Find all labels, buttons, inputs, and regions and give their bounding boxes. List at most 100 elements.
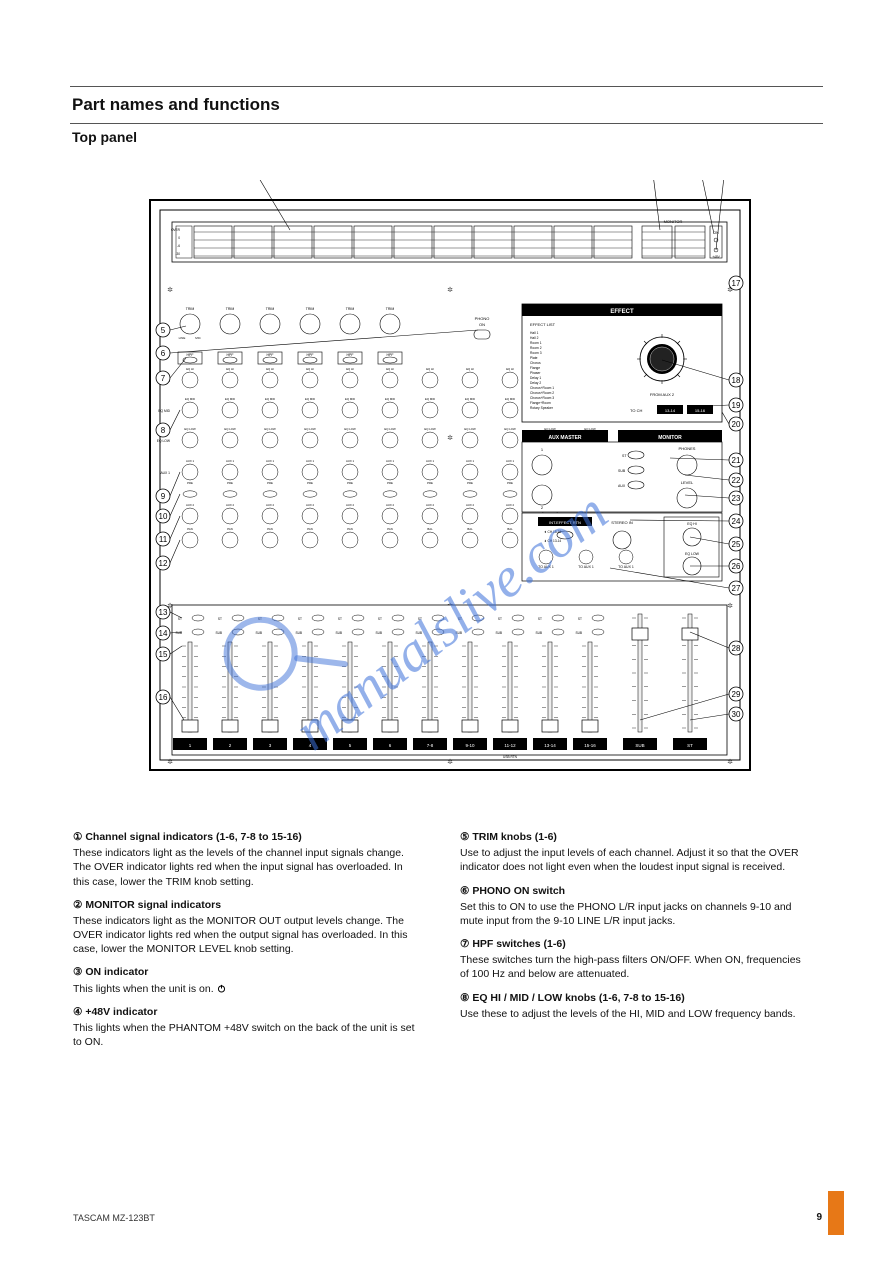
- svg-text:ST: ST: [687, 743, 693, 748]
- left-column: ① Channel signal indicators (1-6, 7-8 to…: [73, 830, 421, 1058]
- svg-text:HPF: HPF: [347, 353, 354, 357]
- svg-text:+48V: +48V: [712, 255, 720, 259]
- svg-text:PRE: PRE: [267, 481, 273, 485]
- svg-text:HPF: HPF: [387, 353, 394, 357]
- svg-text:ST: ST: [578, 617, 582, 621]
- svg-text:EQ MID: EQ MID: [158, 409, 170, 413]
- svg-text:AUX 1: AUX 1: [506, 459, 515, 463]
- svg-text:SUB: SUB: [535, 631, 542, 635]
- svg-text:AUX 1: AUX 1: [186, 459, 195, 463]
- svg-text:-30: -30: [175, 252, 180, 256]
- svg-text:PRE: PRE: [347, 481, 353, 485]
- svg-text:AUX 1: AUX 1: [466, 459, 475, 463]
- svg-text:21: 21: [732, 456, 741, 465]
- svg-text:✲: ✲: [447, 758, 453, 766]
- svg-text:EQ LOW: EQ LOW: [184, 427, 196, 431]
- svg-text:AUX 2: AUX 2: [226, 503, 235, 507]
- svg-text:ON: ON: [479, 322, 485, 327]
- p-monitor-sig: These indicators light as the MONITOR OU…: [73, 914, 421, 957]
- svg-text:EFFECT: EFFECT: [610, 309, 634, 315]
- svg-text:TRIM: TRIM: [306, 307, 315, 311]
- svg-text:23: 23: [732, 494, 741, 503]
- svg-text:TO AUX 1: TO AUX 1: [578, 565, 594, 569]
- svg-text:29: 29: [732, 690, 741, 699]
- svg-text:AUX 2: AUX 2: [386, 503, 395, 507]
- svg-text:ST: ST: [258, 617, 262, 621]
- svg-text:ST: ST: [458, 617, 462, 621]
- svg-text:EFFECT LIST: EFFECT LIST: [530, 322, 556, 327]
- svg-text:AUX 2: AUX 2: [306, 503, 315, 507]
- svg-text:AUX 2: AUX 2: [426, 503, 435, 507]
- rule-under-title: [70, 123, 823, 124]
- svg-text:Delay 2: Delay 2: [530, 381, 541, 385]
- svg-text:⬆ CH 15-16: ⬆ CH 15-16: [544, 530, 561, 534]
- svg-text:OVER: OVER: [171, 228, 181, 232]
- svg-text:LINE: LINE: [179, 336, 186, 340]
- svg-text:SUB: SUB: [415, 631, 422, 635]
- svg-text:PRE: PRE: [227, 481, 233, 485]
- svg-text:FROM AUX 2: FROM AUX 2: [650, 392, 675, 397]
- svg-text:✲: ✲: [727, 602, 733, 610]
- svg-text:15-16: 15-16: [695, 408, 706, 413]
- svg-text:EQ LOW: EQ LOW: [304, 427, 316, 431]
- svg-text:BAL: BAL: [427, 527, 433, 531]
- svg-text:SUB: SUB: [635, 743, 644, 748]
- svg-text:SUB: SUB: [175, 631, 182, 635]
- svg-text:EQ MID: EQ MID: [185, 397, 195, 401]
- svg-text:SUB: SUB: [335, 631, 342, 635]
- svg-text:STEREO IN: STEREO IN: [611, 520, 633, 525]
- svg-text:SUB: SUB: [575, 631, 582, 635]
- svg-text:EQ MID: EQ MID: [465, 397, 475, 401]
- svg-text:TRIM: TRIM: [226, 307, 235, 311]
- svg-text:20: 20: [732, 420, 741, 429]
- svg-text:PRE: PRE: [427, 481, 433, 485]
- svg-text:AUX 1: AUX 1: [386, 459, 395, 463]
- svg-text:ST: ST: [338, 617, 342, 621]
- svg-text:12: 12: [159, 559, 168, 568]
- svg-text:Room 1: Room 1: [530, 341, 542, 345]
- svg-text:ST: ST: [218, 617, 222, 621]
- svg-text:PHONO: PHONO: [475, 316, 490, 321]
- h-trim: ⑤ TRIM knobs (1-6): [460, 830, 808, 844]
- svg-text:11: 11: [159, 535, 168, 544]
- p-ch-signal: These indicators light as the levels of …: [73, 846, 421, 889]
- right-column: ⑤ TRIM knobs (1-6) Use to adjust the inp…: [460, 830, 808, 1030]
- svg-text:0: 0: [178, 236, 180, 240]
- svg-text:PRE: PRE: [307, 481, 313, 485]
- h-on-ind: ③ ON indicator: [73, 965, 421, 979]
- svg-text:11-12: 11-12: [504, 743, 516, 748]
- svg-text:PAN: PAN: [387, 527, 393, 531]
- svg-text:EQ MID: EQ MID: [345, 397, 355, 401]
- svg-text:HPF: HPF: [307, 353, 314, 357]
- svg-text:PRE: PRE: [387, 481, 393, 485]
- p-hpf: These switches turn the high-pass filter…: [460, 953, 808, 981]
- svg-text:AUX 1: AUX 1: [346, 459, 355, 463]
- svg-text:19: 19: [732, 401, 741, 410]
- svg-text:MONITOR: MONITOR: [658, 435, 682, 441]
- svg-text:EQ MID: EQ MID: [265, 397, 275, 401]
- svg-text:SUB: SUB: [375, 631, 382, 635]
- svg-text:Chorus+Room 3: Chorus+Room 3: [530, 396, 554, 400]
- svg-text:22: 22: [732, 476, 741, 485]
- svg-text:Hall 1: Hall 1: [530, 331, 539, 335]
- svg-text:BAL: BAL: [507, 527, 513, 531]
- top-panel-figure: OVER 0 -6 -30 MONITOR ON +48V ✲✲✲ ✲✲✲ ✲✲…: [130, 180, 770, 790]
- svg-text:AUX 1: AUX 1: [160, 471, 170, 475]
- svg-text:SUB: SUB: [455, 631, 462, 635]
- svg-text:17: 17: [732, 279, 741, 288]
- svg-text:18: 18: [732, 376, 741, 385]
- svg-text:Flange: Flange: [530, 366, 540, 370]
- svg-text:EQ HI: EQ HI: [466, 367, 474, 371]
- svg-text:✲: ✲: [167, 286, 173, 294]
- svg-text:Room 2: Room 2: [530, 346, 542, 350]
- svg-text:13-14: 13-14: [665, 408, 676, 413]
- svg-text:25: 25: [732, 540, 741, 549]
- svg-text:AUX: AUX: [618, 484, 626, 488]
- page-title: Part names and functions: [72, 95, 280, 115]
- svg-text:HPF: HPF: [227, 353, 234, 357]
- svg-text:5: 5: [161, 326, 166, 335]
- svg-text:PHONES: PHONES: [679, 446, 696, 451]
- power-icon: [217, 984, 226, 993]
- svg-text:Rotary Speaker: Rotary Speaker: [530, 406, 554, 410]
- svg-text:TRIM: TRIM: [266, 307, 275, 311]
